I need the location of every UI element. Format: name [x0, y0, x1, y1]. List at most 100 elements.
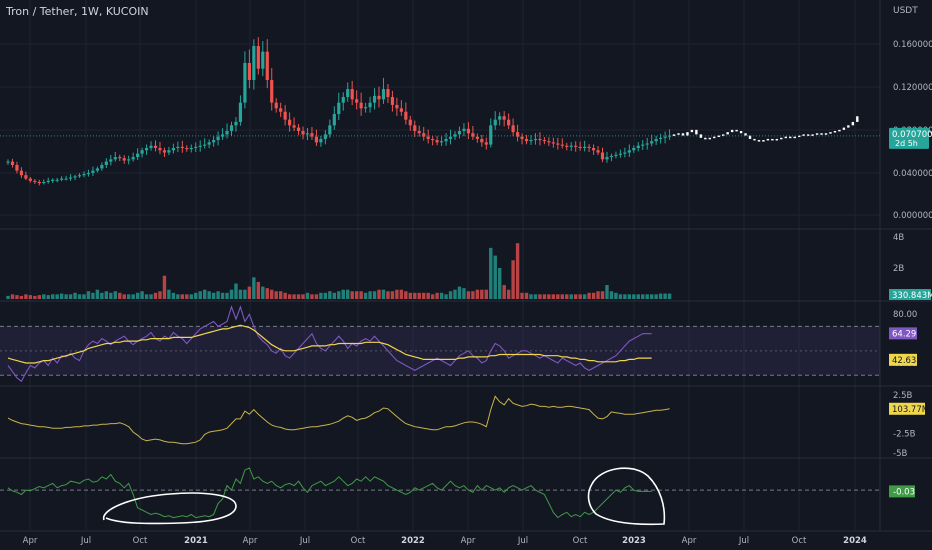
candle-body-34 [158, 148, 162, 151]
price-scale[interactable]: USDT0.1600000.1200000.0800000.0400000.00… [889, 6, 932, 498]
volume-bar-62 [283, 292, 287, 299]
candle-body-63 [288, 119, 292, 126]
candle-body-84 [381, 89, 386, 100]
volume-bar-36 [167, 289, 171, 299]
projection-bar-40 [851, 121, 855, 126]
volume-bar-18 [86, 291, 91, 299]
countdown-value: 2d 5h [895, 139, 918, 148]
oscillator-pane[interactable] [0, 467, 880, 519]
rsi-last-value: 64.29 [892, 329, 916, 339]
candle-body-104 [471, 133, 475, 137]
candle-body-24 [113, 157, 117, 160]
volume-bar-67 [305, 292, 310, 299]
volume-bar-137 [618, 294, 623, 299]
volume-bar-126 [569, 294, 573, 299]
candle-body-93 [422, 133, 426, 137]
candle-body-22 [104, 161, 108, 165]
oscillator-line [7, 467, 652, 519]
candle-body-36 [167, 150, 171, 153]
candle-body-120 [542, 140, 546, 142]
projection-bar-38 [842, 127, 846, 130]
candle-body-42 [194, 146, 198, 148]
candle-body-80 [364, 107, 368, 109]
candle-body-31 [144, 148, 149, 151]
candle-body-35 [162, 150, 167, 153]
volume-bar-90 [408, 292, 412, 299]
price-pane[interactable] [0, 37, 880, 186]
volume-bar-26 [122, 294, 126, 299]
volume-bar-32 [149, 294, 153, 299]
volume-bar-70 [319, 292, 323, 299]
volume-bar-29 [135, 292, 140, 299]
annotation-circle-left [102, 492, 237, 525]
volume-bar-81 [368, 291, 372, 299]
volume-bar-146 [658, 293, 663, 299]
candle-body-21 [100, 165, 104, 169]
projection-bar-29 [802, 134, 805, 136]
volume-last-value: 330.843M [892, 291, 932, 301]
volume-bar-124 [560, 294, 564, 299]
candle-body-65 [296, 127, 301, 131]
projection-bar-9 [713, 136, 716, 139]
volume-pane[interactable] [6, 243, 672, 299]
rsi-pane[interactable] [0, 305, 880, 383]
price-tick-1: 0.120000 [893, 83, 932, 93]
time-tick-4: Apr [243, 536, 258, 546]
volume-bar-52 [238, 289, 243, 299]
time-tick-7: 2022 [401, 536, 425, 546]
candle-body-118 [533, 138, 538, 141]
rsi-last-badge [889, 327, 917, 340]
projection-bar-30 [806, 134, 810, 136]
volume-bar-91 [413, 292, 417, 299]
projection-bar-0 [672, 134, 676, 136]
volume-bar-37 [171, 292, 176, 299]
projection-bar-7 [704, 137, 707, 140]
candle-body-23 [109, 159, 113, 162]
last-price-value: 0.070700 [892, 130, 932, 140]
candle-body-133 [600, 152, 605, 160]
time-scale[interactable]: Apr Jul Oct 2021 Apr Jul Oct 2022 Apr Jul Oct 2023 A… [23, 536, 867, 546]
volume-bar-136 [614, 292, 618, 299]
candle-body-119 [538, 138, 542, 141]
candle-body-37 [171, 148, 175, 151]
candle-body-123 [556, 143, 560, 145]
volume-bar-82 [372, 291, 377, 299]
candle-body-52 [238, 102, 243, 122]
candle-body-98 [444, 138, 448, 142]
projection-bar-22 [771, 138, 774, 141]
volume-bar-119 [538, 294, 542, 299]
time-tick-8: Apr [461, 536, 476, 546]
volume-bar-99 [448, 291, 453, 299]
volume-bar-64 [292, 294, 296, 299]
candle-body-25 [118, 157, 122, 159]
time-tick-9: Jul [517, 536, 528, 546]
volume-bar-122 [551, 294, 556, 299]
candle-body-108 [489, 125, 493, 145]
volume-bar-148 [667, 293, 672, 299]
volume-bar-12 [59, 293, 64, 299]
volume-bar-133 [600, 291, 605, 299]
candle-body-76 [346, 89, 350, 97]
candle-body-85 [386, 89, 390, 97]
candle-body-54 [247, 63, 251, 80]
rsi-ma-line [7, 324, 652, 364]
volume-bar-49 [225, 292, 229, 299]
volume-bar-93 [422, 292, 426, 299]
candle-body-53 [243, 63, 247, 103]
projection-bar-18 [753, 138, 756, 141]
volume-bar-39 [180, 294, 185, 299]
indicator-pane[interactable] [7, 395, 670, 445]
volume-bar-129 [582, 294, 587, 299]
projection-bar-27 [793, 136, 796, 139]
volume-bar-115 [520, 292, 524, 299]
volume-bar-35 [162, 275, 167, 299]
projection-bar-1 [677, 133, 680, 135]
candle-body-45 [207, 142, 211, 145]
volume-bar-110 [498, 268, 502, 299]
volume-bar-121 [547, 294, 551, 299]
candle-body-16 [77, 175, 82, 177]
candle-body-101 [457, 131, 462, 135]
candle-body-134 [605, 157, 609, 160]
candle-body-81 [368, 102, 372, 108]
